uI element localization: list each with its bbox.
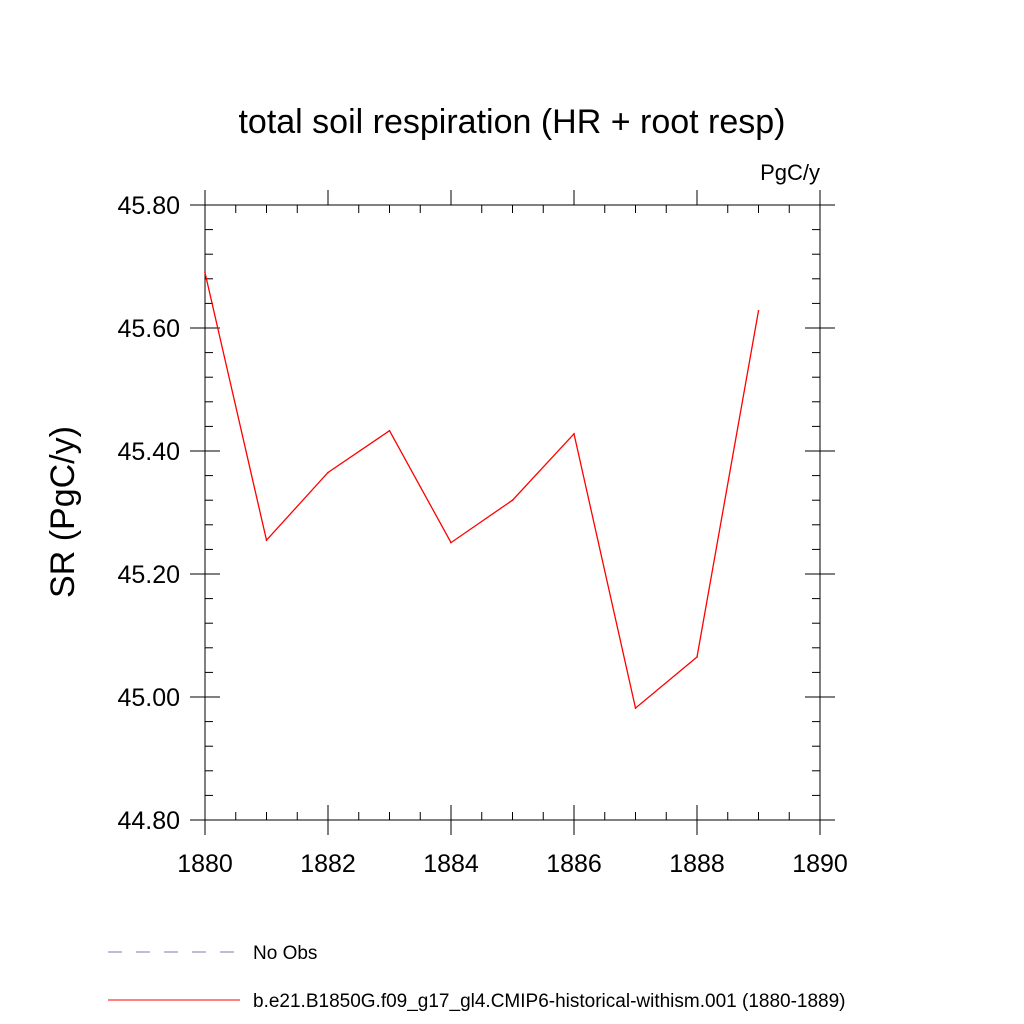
x-tick-label: 1888 bbox=[669, 850, 725, 878]
y-axis-title: SR (PgC/y) bbox=[44, 426, 82, 598]
y-tick-label: 45.60 bbox=[117, 315, 180, 343]
data-point bbox=[757, 309, 760, 312]
x-tick-label: 1882 bbox=[300, 850, 356, 878]
data-point bbox=[204, 271, 206, 274]
x-tick-label: 1880 bbox=[177, 850, 233, 878]
y-tick-label: 45.20 bbox=[117, 561, 180, 589]
data-point bbox=[696, 656, 698, 658]
units-label: PgC/y bbox=[760, 160, 820, 185]
legend: No Obs b.e21.B1850G.f09_g17_gl4.CMIP6-his… bbox=[108, 943, 846, 1012]
plot-frame bbox=[204, 204, 821, 821]
chart-title: total soil respiration (HR + root resp) bbox=[238, 103, 785, 141]
plot-area: 1880 1882 1884 1886 1888 1890 44.80 45.00 45.20 4… bbox=[117, 190, 848, 878]
y-tick-label: 44.80 bbox=[117, 807, 180, 835]
series-line-1 bbox=[204, 272, 760, 710]
legend-label-1: b.e21.B1850G.f09_g17_gl4.CMIP6-historica… bbox=[253, 991, 846, 1012]
data-point bbox=[327, 471, 329, 474]
legend-label-0: No Obs bbox=[253, 943, 317, 964]
data-point bbox=[634, 707, 637, 709]
x-tick-label: 1886 bbox=[546, 850, 602, 878]
data-point bbox=[388, 429, 391, 432]
x-tick-label: 1890 bbox=[792, 850, 848, 878]
y-tick-label: 45.00 bbox=[117, 684, 180, 712]
data-point bbox=[450, 541, 452, 544]
x-tick-label: 1884 bbox=[423, 850, 479, 878]
y-tick-label: 45.80 bbox=[117, 192, 180, 220]
data-point bbox=[573, 432, 575, 435]
data-point bbox=[511, 499, 514, 502]
data-point bbox=[265, 539, 268, 541]
y-tick-label: 45.40 bbox=[117, 438, 180, 466]
